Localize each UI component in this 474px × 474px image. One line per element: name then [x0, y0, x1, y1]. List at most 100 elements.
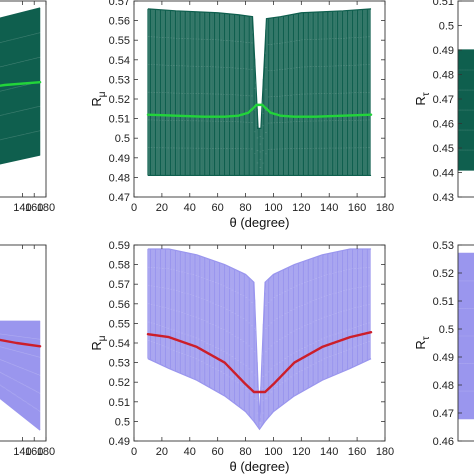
y-tick-label: 0.53 [433, 240, 454, 252]
panel-bottom-middle: 0 20 40 60 80 100 120 140 160 180 0.49 0.5 0.51 0.52 0… [89, 240, 394, 474]
x-tick-label: 160 [348, 202, 366, 214]
y-tick-label: 0.53 [109, 74, 130, 86]
y-tick-label: 0.49 [109, 436, 130, 448]
scan-band-texture-bottom-right [458, 280, 474, 392]
y-axis-title-main: R [89, 341, 104, 350]
scan-band-bottom-right [458, 253, 474, 419]
y-axis-title: Rμ [89, 91, 108, 106]
y-axis-title-main: R [413, 96, 428, 105]
scan-band-texture-top-left [0, 32, 42, 141]
y-tick-label: 0.53 [109, 358, 130, 370]
y-tick-label: 0.43 [433, 192, 454, 204]
plot-area [0, 7, 42, 165]
y-axis-title-subscript: τ [421, 336, 432, 340]
plot-area [146, 8, 373, 177]
y-tick-label: 0.51 [109, 397, 130, 409]
y-axis-title-main: R [413, 340, 428, 349]
band-lower-edge-bottom-middle [147, 358, 372, 431]
x-tick-label: 180 [37, 202, 55, 214]
x-tick-label: 120 [292, 446, 310, 458]
x-tick-label: 100 [264, 202, 282, 214]
y-tick-label: 0.58 [109, 260, 130, 272]
y-tick-label: 0.47 [433, 408, 454, 420]
band-lower-edge-bottom-left [0, 397, 41, 431]
y-tick-label: 0.56 [109, 16, 130, 28]
scan-band-bottom-left [0, 321, 41, 430]
central-curve-top-middle [146, 103, 373, 118]
y-axis-title-main: R [89, 97, 104, 106]
x-tick-label: 120 [292, 202, 310, 214]
central-curve-bottom-middle [146, 331, 373, 394]
y-tick-label: 0.54 [109, 55, 130, 67]
y-tick-label: 0.51 [109, 114, 130, 126]
band-upper-edge-top-left [0, 7, 41, 19]
scan-band-top-right [458, 50, 474, 171]
y-tick-label: 0.54 [109, 338, 130, 350]
central-curve-bottom-left [0, 338, 42, 348]
y-tick-label: 0.5 [115, 133, 130, 145]
axes-frame-top-left [0, 0, 47, 198]
scan-band-bottom-middle [147, 248, 371, 430]
y-tick-label: 0.45 [433, 143, 454, 155]
x-tick-label: 160 [348, 446, 366, 458]
x-tick-label: 0 [131, 202, 137, 214]
scan-band-top-left [0, 8, 41, 164]
x-tick-label: 160 [25, 202, 43, 214]
x-tick-label: 40 [184, 446, 196, 458]
y-axis-title-subscript: τ [421, 92, 432, 96]
x-tick-label: 180 [376, 202, 394, 214]
y-tick-label: 0.5 [115, 416, 130, 428]
y-tick-label: 0.48 [109, 172, 130, 184]
x-tick-label: 140 [320, 202, 338, 214]
y-tick-label: 0.48 [433, 380, 454, 392]
y-axis-title-subscript: μ [97, 91, 108, 97]
y-axis-title: Rτ [413, 92, 432, 105]
x-tick-label: 180 [37, 446, 55, 458]
band-upper-edge-bottom-middle [147, 248, 372, 422]
y-tick-label: 0.46 [433, 436, 454, 448]
x-tick-label: 180 [376, 446, 394, 458]
x-tick-label: 20 [156, 446, 168, 458]
y-tick-label: 0.51 [433, 0, 454, 8]
x-tick-label: 20 [156, 202, 168, 214]
x-tick-label: 100 [264, 446, 282, 458]
y-tick-label: 0.48 [433, 70, 454, 82]
y-axis-title-subscript: μ [97, 335, 108, 341]
y-axis-title: Rμ [89, 335, 108, 350]
panel-top-middle: 0 20 40 60 80 100 120 140 160 180 0.47 0.48 0.49 0.5 0… [89, 0, 394, 230]
plot-area [458, 49, 474, 171]
scan-band-texture-bottom-middle [147, 266, 373, 429]
axes-frame-bottom-left [0, 244, 47, 442]
scan-band-top-middle [147, 8, 371, 176]
y-tick-label: 0.59 [109, 240, 130, 252]
panel-bottom-right: 0.46 0.47 0.48 0.49 0.5 0.51 0.52 0.53 Rτ [413, 240, 474, 448]
x-axis-title: θ (degree) [230, 215, 290, 230]
y-tick-label: 0.49 [433, 45, 454, 57]
x-tick-label: 60 [212, 202, 224, 214]
y-tick-label: 0.5 [439, 324, 454, 336]
scan-band-texture-top-right [458, 69, 474, 151]
scan-band-texture-top-middle [147, 36, 373, 168]
plot-area [458, 252, 474, 420]
y-tick-label: 0.5 [439, 21, 454, 33]
y-tick-label: 0.46 [433, 119, 454, 131]
x-tick-label: 140 [13, 202, 31, 214]
panel-top-right: 0.43 0.44 0.45 0.46 0.47 0.48 0.49 0.5 0.51 Rτ [413, 0, 474, 204]
y-axis-title: Rτ [413, 336, 432, 349]
y-tick-label: 0.44 [433, 168, 454, 180]
y-tick-label: 0.47 [433, 94, 454, 106]
plot-area [146, 248, 373, 431]
central-curve-top-left [0, 80, 42, 87]
y-tick-label: 0.49 [109, 153, 130, 165]
y-tick-label: 0.52 [109, 377, 130, 389]
x-tick-label: 160 [25, 446, 43, 458]
x-axis-title: θ (degree) [230, 459, 290, 474]
x-tick-label: 80 [239, 202, 251, 214]
y-tick-label: 0.51 [433, 296, 454, 308]
y-tick-label: 0.47 [109, 192, 130, 204]
y-tick-label: 0.56 [109, 299, 130, 311]
plot-area [0, 320, 42, 431]
scan-band-texture-bottom-left [0, 333, 42, 413]
